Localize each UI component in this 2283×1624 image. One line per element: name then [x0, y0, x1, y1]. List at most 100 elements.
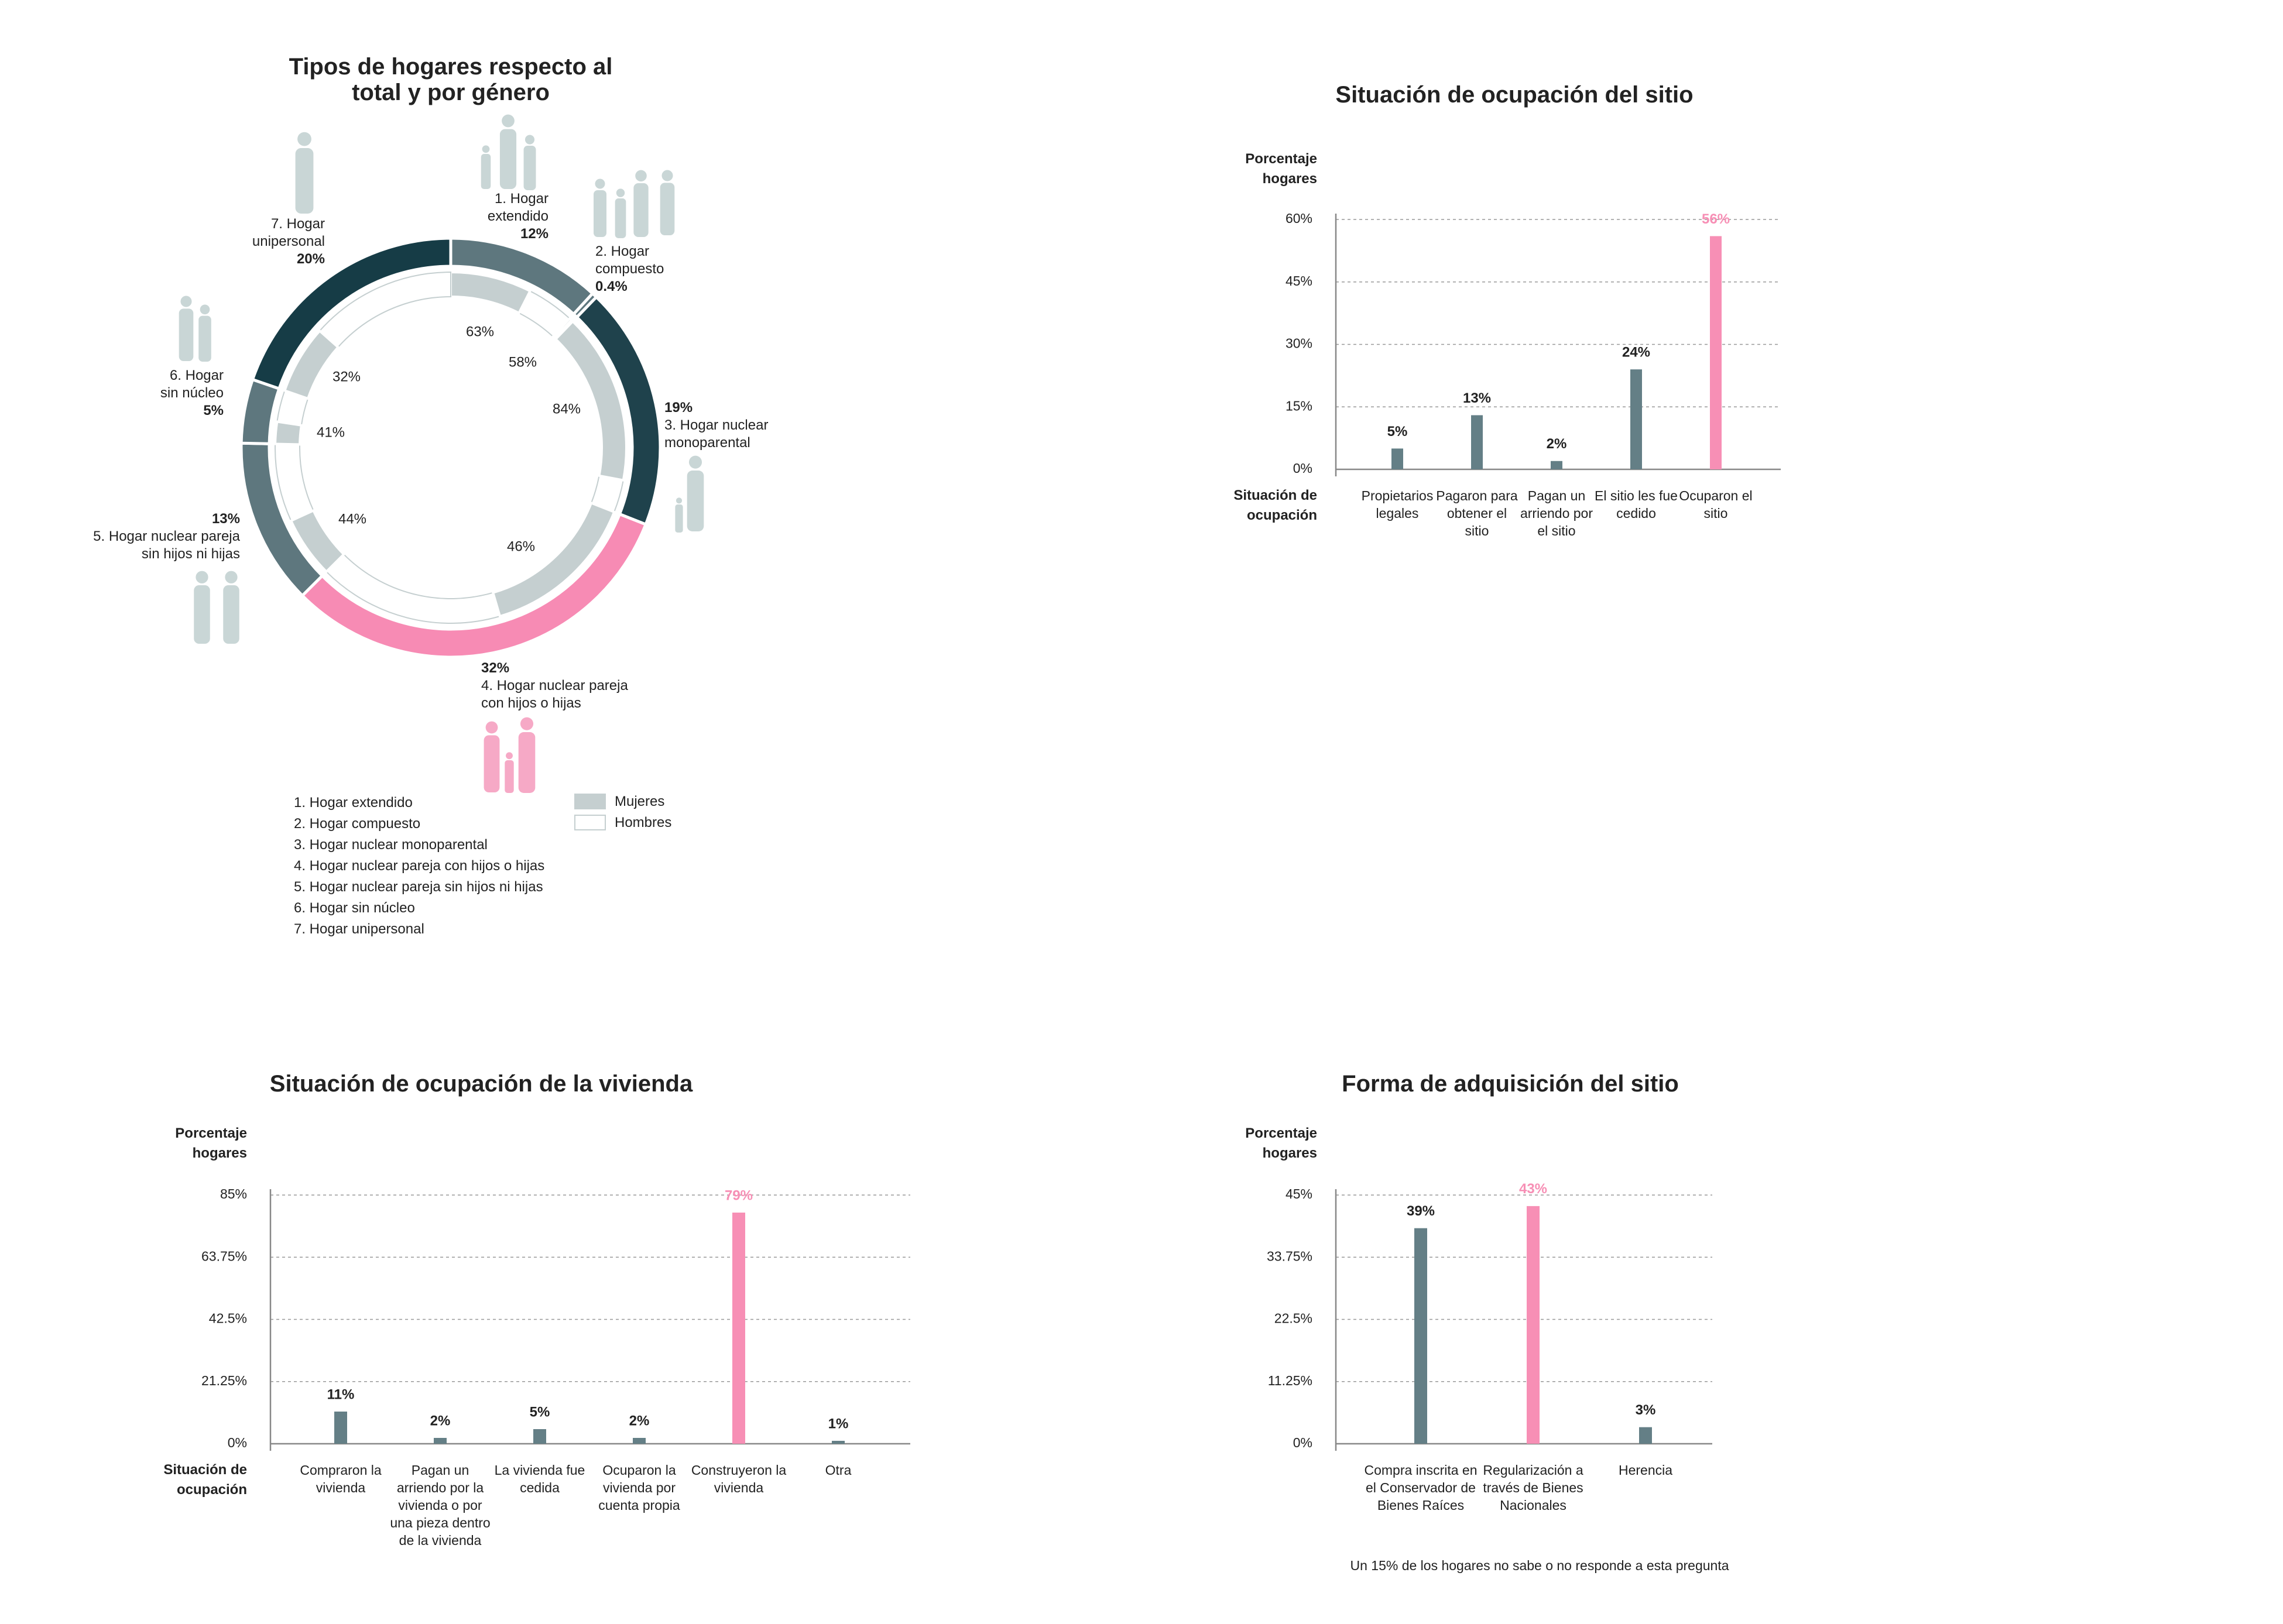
women-share-label: 58% [509, 354, 537, 370]
women-share-label: 32% [332, 369, 361, 384]
icon-head [661, 170, 673, 181]
icon-body [484, 735, 500, 792]
icon-body [660, 183, 675, 235]
segment-value: 20% [296, 251, 325, 267]
icon-head [506, 752, 513, 760]
y-tick-label: 45% [1286, 1186, 1312, 1201]
legend-list-item: 3. Hogar nuclear monoparental [294, 837, 488, 853]
y-tick-label: 85% [220, 1186, 247, 1201]
icon-head [635, 170, 647, 182]
bar [1391, 448, 1403, 469]
x-tick-label: Pagaron para obtener el sitio [1436, 488, 1518, 538]
y-axis-title: Porcentaje hogares [175, 1125, 247, 1161]
legend-label: Hombres [615, 815, 672, 830]
segment-value: 5% [203, 403, 224, 418]
inner-segment-women [274, 420, 303, 446]
x-tick-label: Ocuparon el sitio [1679, 488, 1753, 521]
segment-value: 19% [664, 400, 693, 416]
icon-body [687, 471, 704, 531]
x-axis-title: Situación de ocupación [163, 1462, 247, 1498]
inner-segment-men [318, 271, 451, 348]
chart-title: Tipos de hogares respecto al total y por… [289, 54, 613, 105]
inner-segment-women [450, 270, 532, 315]
segment-name: 3. Hogar nuclear monoparental [664, 417, 769, 451]
inner-segment-women [491, 501, 616, 618]
bar-value-label: 2% [430, 1413, 451, 1429]
icon-body [505, 760, 514, 793]
icon-head [676, 497, 683, 504]
inner-segment-women [289, 509, 346, 574]
women-share-label: 46% [507, 538, 535, 554]
bar-value-label: 2% [629, 1413, 650, 1429]
y-tick-label: 21.25% [201, 1373, 247, 1388]
x-tick-label: El sitio les fue cedido [1595, 488, 1678, 521]
bar [633, 1438, 646, 1444]
bar [434, 1438, 447, 1444]
x-tick-label: Construyeron la vivienda [691, 1462, 787, 1495]
icon-body [633, 183, 649, 237]
x-tick-label: Propietarios legales [1361, 488, 1434, 521]
icon-body [223, 585, 239, 644]
bar [1527, 1206, 1540, 1444]
bar-value-label: 3% [1636, 1402, 1656, 1418]
icon-head [200, 304, 210, 315]
segment-label: 7. Hogar unipersonal 20% [246, 215, 325, 268]
x-tick-label: Otra [825, 1462, 852, 1478]
bar [1471, 415, 1483, 469]
chart-note: Un 15% de los hogares no sabe o no respo… [1350, 1558, 1729, 1573]
legend-list-item: 2. Hogar compuesto [294, 816, 421, 832]
women-share-label: 41% [317, 424, 345, 440]
chart-title: Situación de ocupación de la vivienda [269, 1071, 693, 1097]
icon-head [520, 717, 534, 730]
legend-list-item: 7. Hogar unipersonal [294, 921, 424, 937]
bar [1551, 461, 1562, 469]
outer-segment [251, 236, 453, 391]
y-tick-label: 0% [1293, 1435, 1312, 1450]
segment-name: 1. Hogar extendido [487, 191, 549, 224]
icon-head [525, 135, 535, 145]
icon-body [594, 190, 606, 237]
legend-swatch [574, 794, 606, 809]
icon-body [481, 154, 491, 189]
icon-head [482, 145, 490, 153]
segment-name: 5. Hogar nuclear pareja sin hijos ni hij… [93, 528, 240, 562]
icon-body [675, 504, 683, 533]
bar [334, 1412, 347, 1444]
y-tick-label: 0% [1293, 461, 1312, 476]
bar-value-label: 5% [530, 1404, 550, 1420]
segment-value: 32% [481, 660, 510, 676]
bar [1630, 369, 1642, 469]
bar [732, 1213, 745, 1444]
bar [832, 1441, 845, 1444]
icon-body [194, 585, 210, 644]
legend-list-item: 5. Hogar nuclear pareja sin hijos ni hij… [294, 879, 543, 895]
icon-body [499, 129, 517, 189]
segment-label: 2. Hogar compuesto 0.4% [595, 243, 674, 296]
icon-head [595, 178, 605, 189]
legend-list-item: 1. Hogar extendido [294, 795, 413, 811]
segment-value: 12% [520, 226, 549, 242]
bar-value-label: 11% [327, 1386, 355, 1402]
x-tick-label: Compra inscrita en el Conservador de Bie… [1364, 1462, 1478, 1513]
y-tick-label: 60% [1286, 211, 1312, 226]
chart-title: Forma de adquisición del sitio [1342, 1071, 1679, 1097]
bar-value-label: 43% [1519, 1181, 1547, 1197]
bar-value-label: 1% [828, 1416, 849, 1431]
icon-head [180, 296, 192, 307]
segment-label: 19% 3. Hogar nuclear monoparental [664, 399, 787, 452]
y-tick-label: 45% [1286, 273, 1312, 289]
x-tick-label: Herencia [1618, 1462, 1673, 1478]
bar-value-label: 56% [1702, 211, 1730, 227]
inner-segment-women [551, 317, 574, 340]
bar-value-label: 24% [1622, 345, 1650, 360]
outer-segment [239, 377, 282, 445]
segment-name: 6. Hogar sin núcleo [160, 368, 224, 401]
segment-label: 32% 4. Hogar nuclear pareja con hijos o h… [481, 660, 639, 712]
y-tick-label: 11.25% [1268, 1373, 1312, 1388]
women-share-label: 63% [466, 324, 494, 339]
x-tick-label: Pagan un arriendo por el sitio [1520, 488, 1593, 538]
icon-body [518, 732, 536, 793]
icon-head [297, 132, 311, 146]
icon-head [688, 455, 702, 469]
